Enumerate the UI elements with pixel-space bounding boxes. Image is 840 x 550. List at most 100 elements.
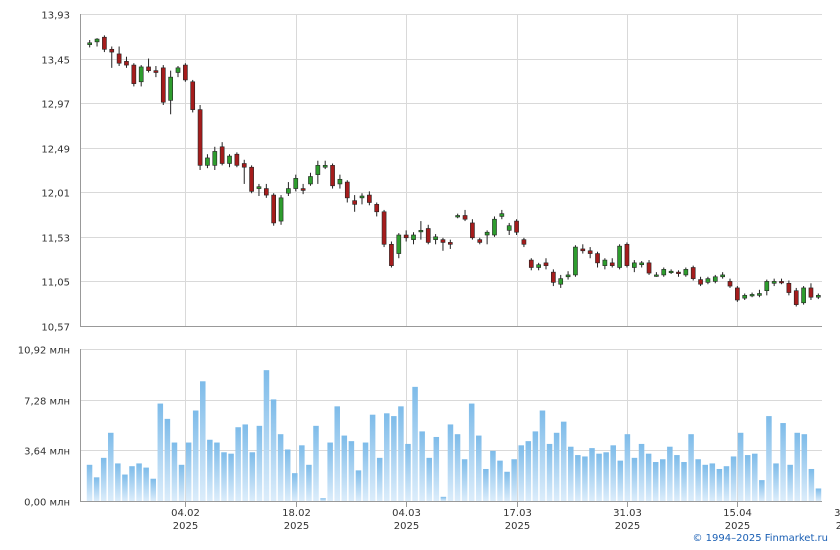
candle: [558, 274, 564, 288]
candle: [484, 230, 490, 245]
candle: [786, 280, 792, 296]
candle-body: [698, 279, 703, 285]
candle: [609, 258, 615, 268]
x-tick-date: 31.03: [613, 508, 642, 519]
candle: [514, 219, 519, 235]
candle: [367, 191, 372, 206]
candle: [492, 216, 497, 237]
candle-body: [286, 188, 291, 194]
volume-bar: [200, 381, 206, 501]
candle: [389, 241, 394, 268]
volume-bar: [292, 473, 298, 501]
candle-body: [330, 165, 335, 187]
volume-bar: [412, 386, 418, 501]
candle-body: [617, 245, 622, 268]
candle-body: [411, 234, 416, 240]
volume-bar: [624, 434, 631, 501]
volume-bar: [695, 459, 701, 501]
candle: [808, 283, 814, 300]
candle: [712, 274, 718, 284]
volume-bar: [744, 455, 751, 501]
candle-body: [580, 248, 586, 252]
candle-body: [168, 76, 173, 101]
volume-bar: [235, 427, 241, 501]
candle: [521, 237, 527, 248]
volume-bar: [490, 450, 496, 501]
candle: [815, 293, 821, 300]
candle: [646, 260, 652, 275]
candle: [565, 271, 571, 280]
candle: [271, 193, 277, 226]
candle: [249, 165, 254, 194]
volume-bar: [86, 464, 93, 501]
volume-bar: [369, 414, 376, 501]
candle-body: [425, 228, 431, 243]
x-tick-date: 17.03: [503, 508, 532, 519]
volume-y-axis: 10,92 млн 7,28 млн 3,64 млн 0,00 млн: [18, 346, 70, 509]
candle: [241, 159, 247, 184]
x-tick-year: 2025: [615, 521, 640, 532]
volume-y-tick-label: 3,64 млн: [24, 447, 70, 458]
candle: [595, 251, 600, 268]
candle-body: [565, 274, 571, 278]
candle: [779, 278, 784, 285]
candle-body: [212, 151, 218, 166]
candle: [573, 245, 578, 277]
volume-bar: [171, 442, 178, 501]
candle: [720, 272, 725, 279]
candle: [212, 146, 218, 170]
volume-bar: [660, 459, 666, 501]
candle-body: [595, 253, 600, 264]
candle: [676, 270, 681, 277]
volume-bar: [759, 480, 765, 501]
volume-bar: [115, 463, 121, 501]
x-tick-year: 2025: [173, 521, 198, 532]
candle-body: [742, 295, 748, 299]
candle: [683, 267, 689, 277]
volume-bar: [207, 439, 213, 501]
volume-bar: [447, 424, 454, 501]
candle-body: [308, 176, 313, 185]
volume-bar: [575, 455, 581, 501]
volume-bar: [433, 436, 440, 501]
candle-body: [492, 218, 497, 236]
volume-bar: [348, 441, 355, 501]
candle-body: [764, 281, 770, 292]
candle-body: [609, 262, 615, 266]
volume-bar: [518, 445, 524, 501]
volume-bar: [780, 423, 786, 501]
candle-body: [367, 194, 372, 203]
candle: [256, 183, 262, 196]
volume-bar: [596, 453, 602, 501]
candle: [661, 267, 667, 277]
candle: [352, 195, 357, 212]
volume-bar: [511, 459, 517, 501]
candle: [587, 247, 593, 259]
candle: [263, 183, 269, 198]
candle-body: [219, 146, 225, 164]
candle: [308, 172, 313, 186]
candle-body: [602, 259, 608, 266]
candle-body: [646, 262, 652, 274]
candle-body: [175, 67, 181, 73]
candle: [300, 183, 306, 195]
candle-body: [278, 197, 284, 222]
candle-body: [543, 262, 549, 266]
candle-body: [801, 287, 806, 304]
x-tick-year: 2025: [394, 521, 419, 532]
candle-body: [337, 178, 343, 185]
candle-body: [146, 66, 151, 71]
candle-body: [462, 215, 468, 220]
candle: [175, 66, 181, 78]
candle-body: [256, 186, 262, 189]
candle: [403, 230, 409, 242]
volume-bar: [108, 432, 114, 501]
volume-bar: [702, 464, 708, 501]
volume-bar: [362, 442, 369, 501]
candle: [197, 105, 203, 170]
volume-bar: [398, 406, 404, 501]
candle: [470, 219, 475, 240]
candle: [757, 289, 762, 298]
volume-bar: [185, 442, 192, 501]
volume-bar: [178, 464, 185, 501]
